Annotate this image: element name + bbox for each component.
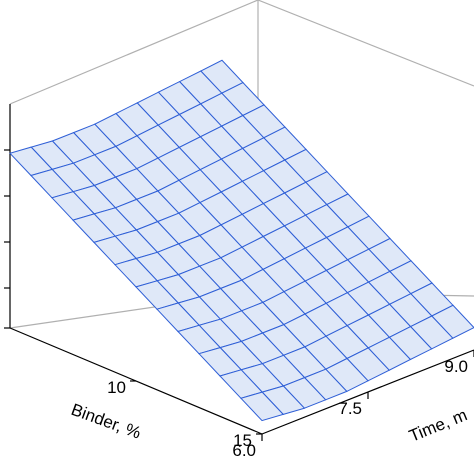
time-tick-label-1: 7.5: [338, 399, 362, 418]
axis-ticks: 510156.07.59.0: [4, 327, 474, 460]
binder-tick-label-2: 15: [233, 431, 252, 450]
box-edge-top-right: [257, 0, 474, 87]
time-axis-title: Time, m: [406, 405, 469, 445]
binder-tick-label-1: 10: [107, 378, 126, 397]
box-edge-top-left: [9, 0, 259, 105]
time-tick-label-0: 6.0: [232, 441, 256, 460]
time-tick-label-2: 9.0: [444, 357, 468, 376]
surface-cell-11-0: [240, 391, 285, 422]
response-surface: [9, 59, 474, 422]
binder-axis-title: Binder, %: [69, 400, 144, 443]
